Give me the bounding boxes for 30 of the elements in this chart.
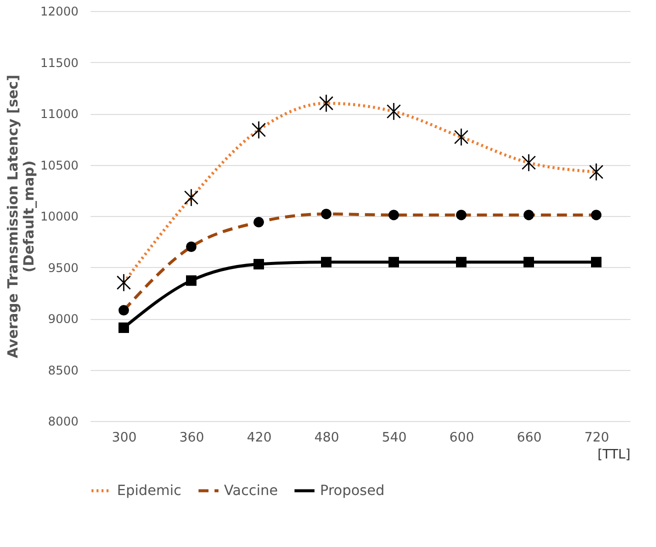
y-tick-label: 11500	[40, 56, 78, 70]
y-tick-label: 8000	[48, 414, 78, 428]
y-tick-label: 11000	[40, 107, 78, 121]
x-tick-label: 480	[314, 430, 340, 446]
point	[591, 256, 602, 268]
x-tick-label: 660	[516, 430, 542, 446]
point	[321, 256, 332, 268]
x-tick-label: 360	[179, 430, 204, 446]
y-axis-title: Average Transmission Latency [sec] (Default_map)	[5, 74, 38, 358]
x-tick-label: 720	[584, 430, 610, 446]
x-axis-title: [TTL]	[597, 448, 630, 462]
point	[388, 256, 399, 268]
x-tick-label: 540	[382, 430, 407, 446]
point	[186, 275, 196, 286]
legend-label: Epidemic	[117, 482, 182, 499]
point	[524, 256, 534, 268]
point	[254, 258, 264, 270]
point	[456, 256, 466, 268]
x-tick-label: 600	[449, 430, 474, 446]
x-tick-label: 420	[246, 430, 272, 446]
y-tick-label: 9000	[48, 312, 78, 326]
y-tick-label: 9500	[48, 260, 78, 275]
y-tick-label: 10000	[40, 210, 78, 224]
y-tick-label: 10500	[40, 158, 78, 172]
legend-label: Proposed	[320, 482, 384, 499]
y-tick-label: 12000	[40, 4, 78, 18]
legend-label: Vaccine	[224, 482, 278, 499]
x-tick-label: 300	[112, 430, 137, 446]
point	[118, 322, 129, 333]
y-tick-label: 8500	[48, 363, 78, 378]
